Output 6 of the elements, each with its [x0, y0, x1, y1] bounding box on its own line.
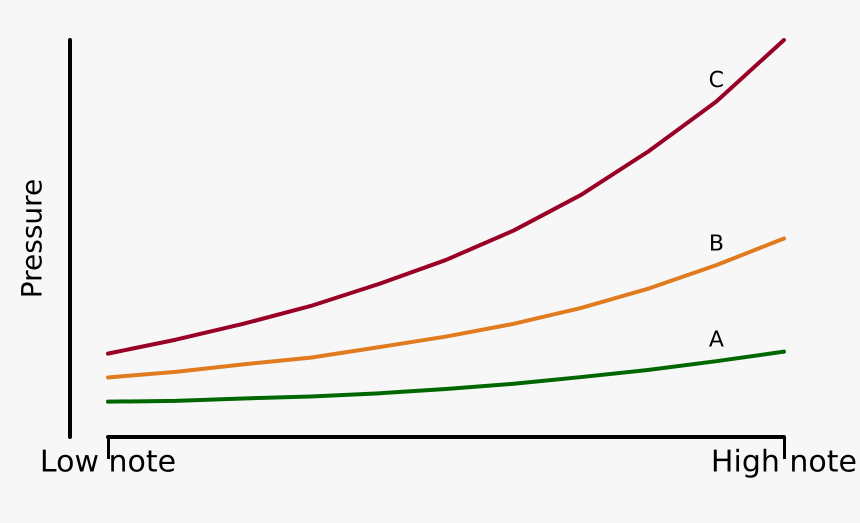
y-axis-title: Pressure	[16, 178, 48, 298]
x-tick-label: High note	[710, 444, 857, 480]
series-label: B	[708, 232, 724, 257]
series-label: A	[708, 328, 724, 353]
x-tick-label: Low note	[40, 444, 176, 480]
series-label: C	[708, 68, 724, 94]
